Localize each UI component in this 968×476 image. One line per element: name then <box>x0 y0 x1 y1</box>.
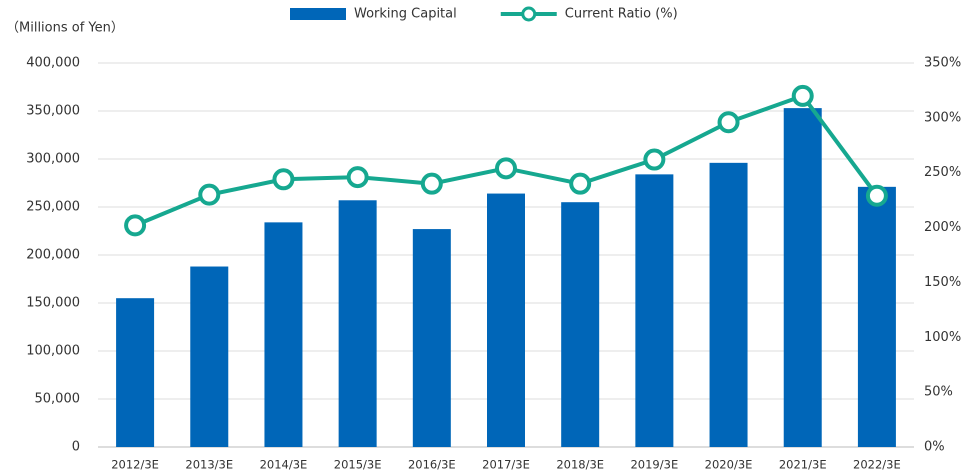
x-tick-label: 2022/3E <box>853 458 901 472</box>
y-tick-label: 150,000 <box>26 296 80 311</box>
line-point <box>865 184 888 207</box>
bar <box>709 162 748 447</box>
x-tick-label: 2013/3E <box>185 458 233 472</box>
x-tick-label: 2015/3E <box>334 458 382 472</box>
y-tick-label: 100,000 <box>26 344 80 359</box>
y-tick-label: 400,000 <box>26 56 80 71</box>
x-tick-label: 2021/3E <box>779 458 827 472</box>
x-tick-label: 2020/3E <box>705 458 753 472</box>
line-point <box>420 172 443 195</box>
bar <box>561 202 600 447</box>
y-tick-label: 0 <box>72 440 80 455</box>
x-tick-label: 2018/3E <box>556 458 604 472</box>
y2-tick-label: 300% <box>924 110 961 125</box>
y-tick-label: 50,000 <box>35 392 81 407</box>
x-tick-label: 2017/3E <box>482 458 530 472</box>
y2-tick-label: 200% <box>924 220 961 235</box>
bar <box>857 186 896 447</box>
y2-tick-label: 250% <box>924 165 961 180</box>
line-point <box>643 148 666 171</box>
line-point <box>346 166 369 189</box>
bar <box>264 222 303 447</box>
line-point <box>272 168 295 191</box>
x-tick-label: 2016/3E <box>408 458 456 472</box>
line-point <box>198 183 221 206</box>
y-tick-label: 250,000 <box>26 200 80 215</box>
bar <box>190 266 229 447</box>
legend-swatch <box>290 8 346 20</box>
x-tick-label: 2019/3E <box>630 458 678 472</box>
y2-tick-label: 350% <box>924 56 961 71</box>
bar <box>338 200 377 447</box>
legend-swatch <box>521 6 537 22</box>
y-tick-label: 350,000 <box>26 104 80 119</box>
y2-tick-label: 0% <box>924 440 945 455</box>
bar <box>635 174 674 448</box>
bar <box>487 193 525 447</box>
line-point <box>124 214 147 237</box>
legend-label: Working Capital <box>354 7 457 22</box>
legend-label: Current Ratio (%) <box>565 7 678 22</box>
unit-label: （Millions of Yen） <box>6 21 124 36</box>
line-point <box>569 172 592 195</box>
y2-tick-label: 50% <box>924 385 953 400</box>
bar <box>116 298 155 447</box>
y-tick-label: 200,000 <box>26 248 80 263</box>
line-point <box>717 111 740 134</box>
y2-tick-label: 150% <box>924 275 961 290</box>
bar <box>412 229 451 447</box>
bar <box>783 108 822 448</box>
y-tick-label: 300,000 <box>26 152 80 167</box>
x-tick-label: 2012/3E <box>111 458 159 472</box>
y2-tick-label: 100% <box>924 330 961 345</box>
line-point <box>495 157 517 180</box>
line-point <box>791 84 814 107</box>
x-tick-label: 2014/3E <box>260 458 308 472</box>
